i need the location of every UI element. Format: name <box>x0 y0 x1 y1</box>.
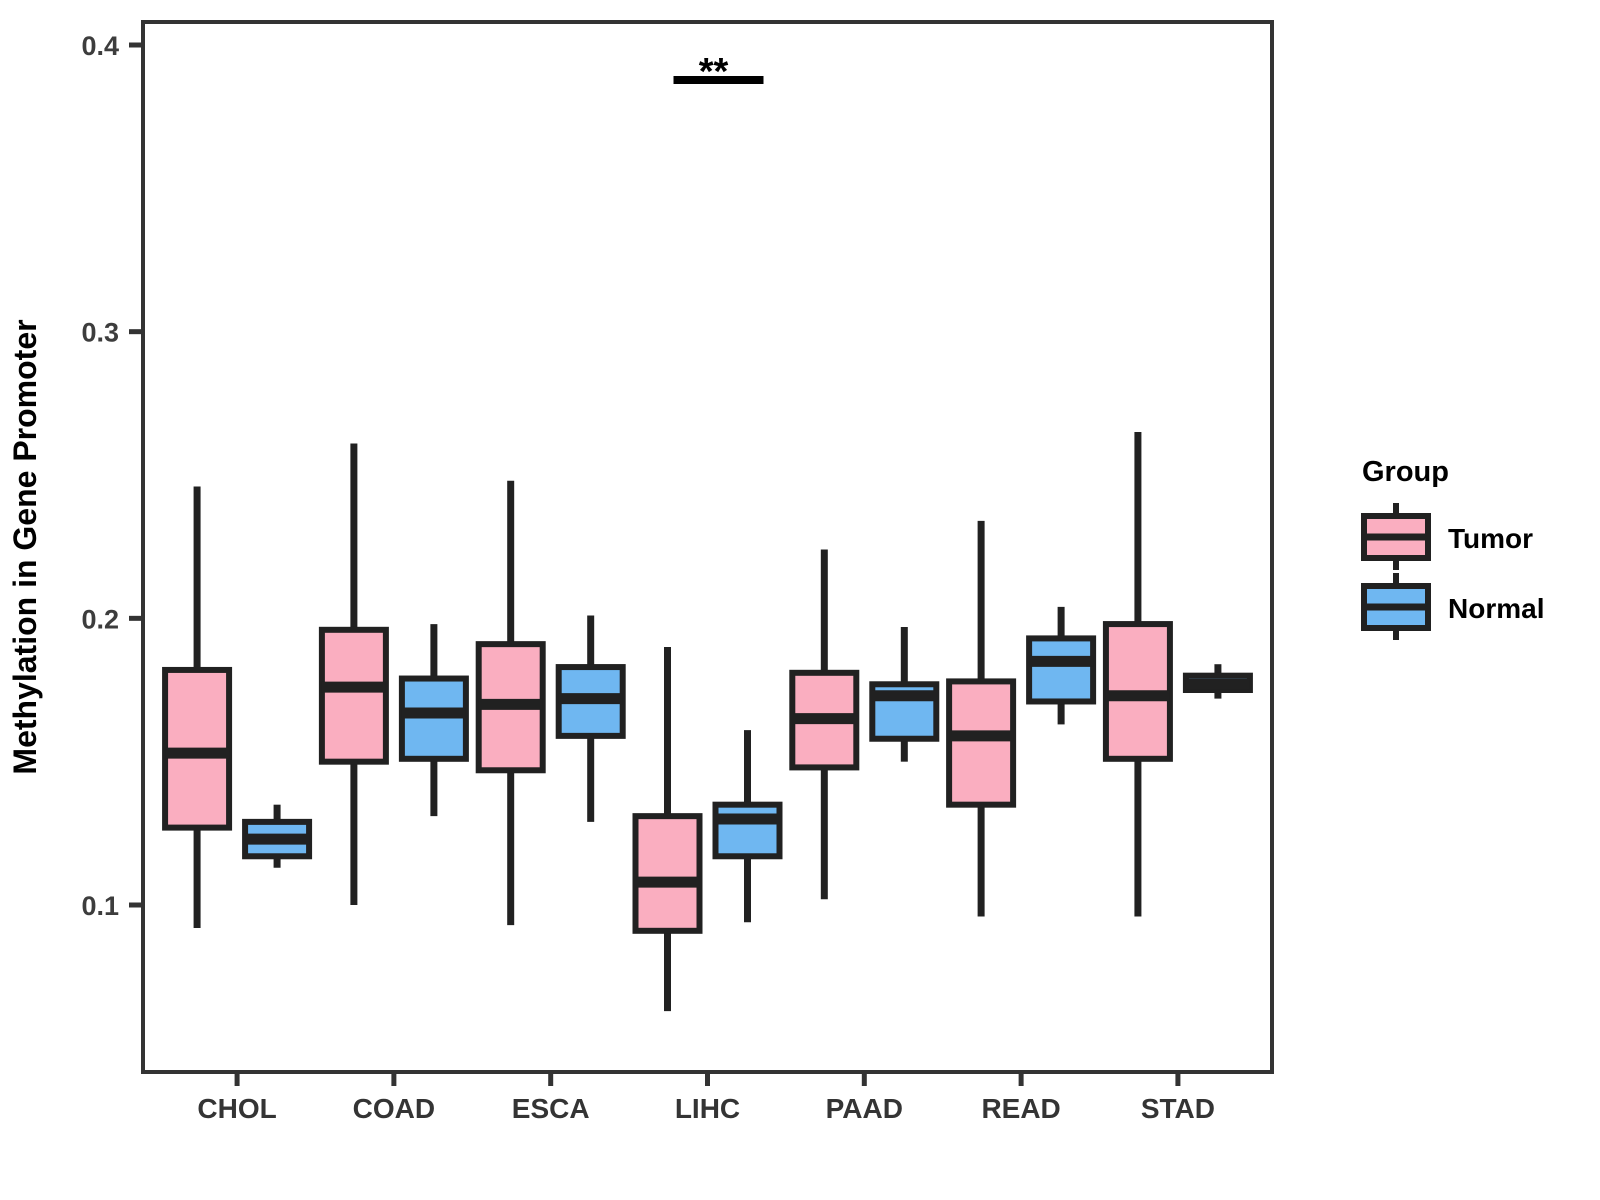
legend: Group Tumor Normal <box>1361 456 1544 640</box>
y-tick-label: 0.2 <box>81 604 119 634</box>
plot-area: 0.1 0.2 0.3 0.4 CHOL COAD ESCA LIHC PAAD READ STAD… <box>81 20 1274 1124</box>
box-lihc-normal <box>712 801 783 860</box>
x-tick-label-stad: STAD <box>1141 1093 1215 1124</box>
x-tick-label-paad: PAAD <box>826 1093 903 1124</box>
panel-border <box>141 20 1274 1074</box>
legend-label-tumor: Tumor <box>1448 523 1533 554</box>
x-tick-label-read: READ <box>981 1093 1060 1124</box>
y-axis-title: Methylation in Gene Promoter <box>7 319 43 774</box>
x-tick-label-coad: COAD <box>353 1093 435 1124</box>
legend-key-normal-icon <box>1361 573 1431 640</box>
x-tick-label-chol: CHOL <box>197 1093 276 1124</box>
box-read-normal <box>1026 635 1097 705</box>
y-tick-label: 0.4 <box>81 31 119 61</box>
legend-label-normal: Normal <box>1448 593 1544 624</box>
box-coad-normal <box>398 675 469 762</box>
significance-label: ** <box>699 51 729 93</box>
box-read-tumor <box>946 678 1017 808</box>
legend-key-tumor-icon <box>1361 503 1431 570</box>
y-tick-label: 0.1 <box>81 891 119 921</box>
box-coad-tumor <box>318 626 389 765</box>
box-lihc-tumor <box>632 813 703 934</box>
x-tick-label-esca: ESCA <box>512 1093 590 1124</box>
y-tick-label: 0.3 <box>81 318 119 348</box>
x-tick-label-lihc: LIHC <box>675 1093 740 1124</box>
legend-title: Group <box>1362 456 1449 488</box>
